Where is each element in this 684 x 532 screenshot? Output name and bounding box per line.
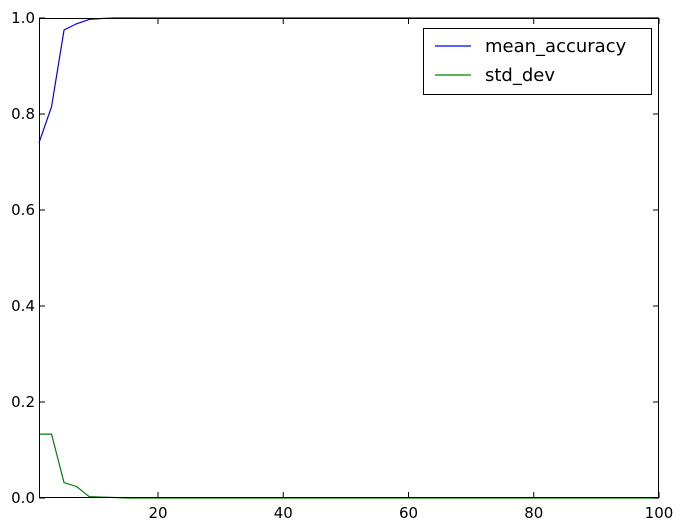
y-tick-label: 0.6 xyxy=(11,201,35,219)
y-tick-label: 0.4 xyxy=(11,297,35,315)
legend: mean_accuracy std_dev xyxy=(423,28,652,95)
y-tick-label: 0.0 xyxy=(11,489,35,507)
series-line-std-dev xyxy=(39,433,659,499)
legend-label: std_dev xyxy=(485,65,555,86)
x-tick-label: 80 xyxy=(524,504,543,522)
y-tick-label: 1.0 xyxy=(11,9,35,27)
legend-label: mean_accuracy xyxy=(485,36,627,57)
legend-box xyxy=(423,28,652,95)
x-tick-label: 20 xyxy=(148,504,167,522)
x-tick-label: 100 xyxy=(645,504,674,522)
axis-tick-labels: 20 40 60 80 100 0.0 0.2 0.4 0.6 0.8 1.0 xyxy=(11,9,673,522)
x-tick-label: 40 xyxy=(274,504,293,522)
axis-ticks xyxy=(39,17,660,499)
x-tick-label: 60 xyxy=(399,504,418,522)
y-tick-label: 0.2 xyxy=(11,393,35,411)
plot-frame xyxy=(39,18,659,498)
y-tick-label: 0.8 xyxy=(11,105,35,123)
